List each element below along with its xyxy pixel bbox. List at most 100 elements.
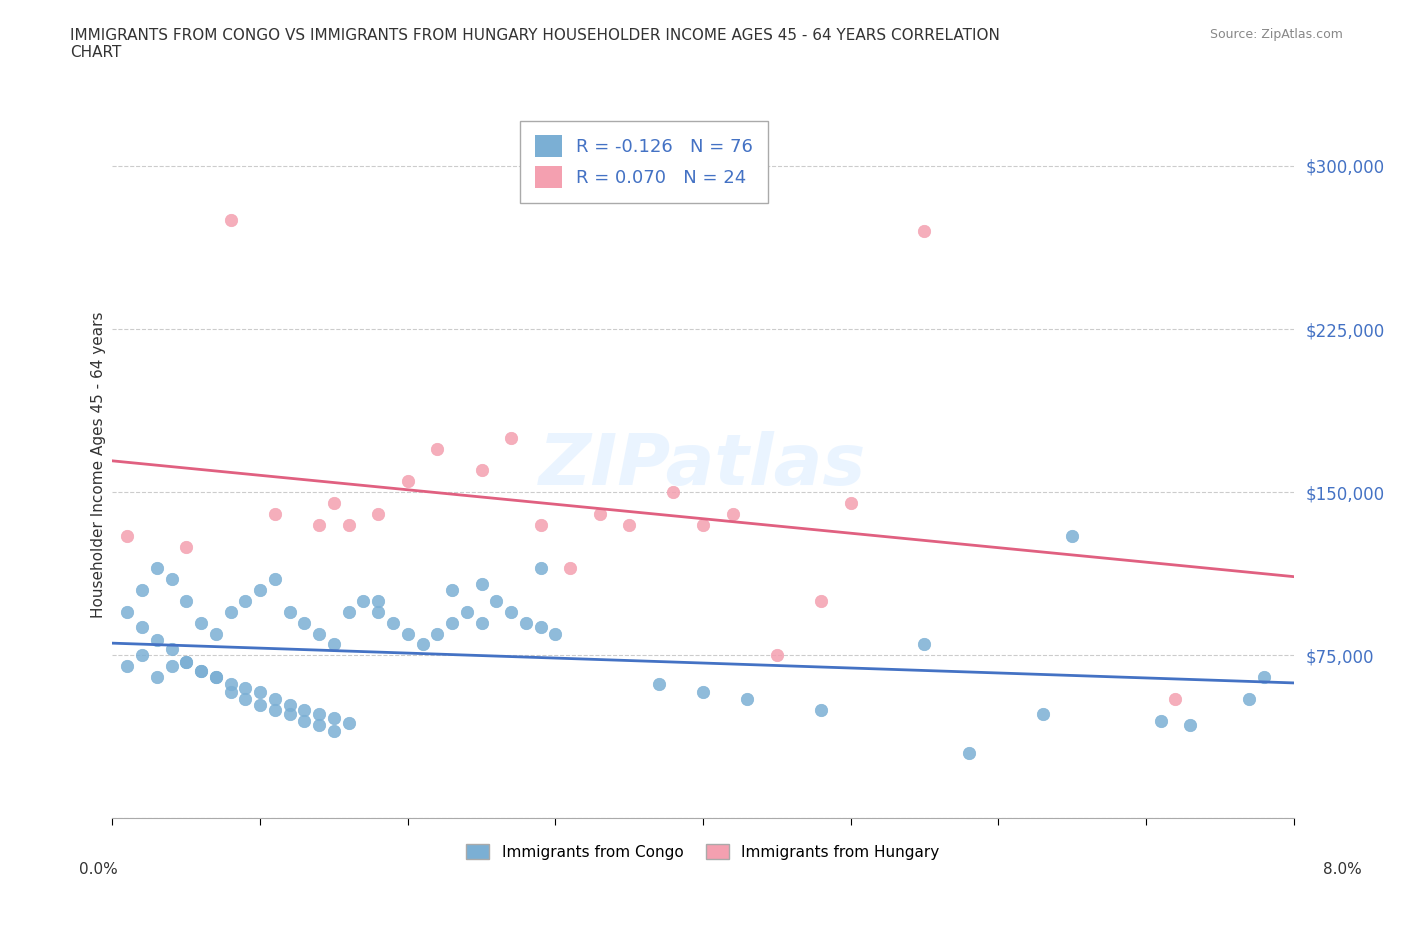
Point [1164, 691, 1187, 706]
Point [308, 517, 330, 532]
Point [337, 517, 360, 532]
Point [1032, 707, 1054, 722]
Point [560, 561, 582, 576]
Point [308, 707, 330, 722]
Point [396, 474, 419, 489]
Point [456, 604, 478, 619]
Point [471, 576, 494, 591]
Point [292, 713, 315, 728]
Point [441, 616, 464, 631]
Point [1178, 717, 1201, 732]
Point [501, 431, 523, 445]
Point [146, 670, 169, 684]
Point [219, 684, 242, 699]
Point [337, 604, 360, 619]
Point [174, 655, 197, 670]
Point [839, 496, 862, 511]
Point [367, 593, 389, 608]
Point [190, 616, 212, 631]
Point [278, 698, 301, 712]
Y-axis label: Householder Income Ages 45 - 64 years: Householder Income Ages 45 - 64 years [90, 312, 105, 618]
Point [308, 626, 330, 641]
Point [160, 658, 183, 673]
Point [233, 691, 256, 706]
Point [515, 616, 537, 631]
Point [131, 619, 153, 634]
Point [471, 616, 494, 631]
Point [233, 593, 256, 608]
Point [308, 717, 330, 732]
Text: IMMIGRANTS FROM CONGO VS IMMIGRANTS FROM HUNGARY HOUSEHOLDER INCOME AGES 45 - 64: IMMIGRANTS FROM CONGO VS IMMIGRANTS FROM… [70, 28, 1000, 60]
Point [765, 648, 787, 663]
Point [1253, 670, 1275, 684]
Point [337, 715, 360, 730]
Point [117, 658, 138, 673]
Point [588, 507, 610, 522]
Point [619, 517, 641, 532]
Point [160, 572, 183, 587]
Point [367, 604, 389, 619]
Point [264, 572, 287, 587]
Point [412, 637, 434, 652]
Text: 0.0%: 0.0% [79, 862, 118, 877]
Point [146, 561, 169, 576]
Point [131, 648, 153, 663]
Point [529, 561, 551, 576]
Point [957, 746, 980, 761]
Point [219, 213, 242, 228]
Point [367, 507, 389, 522]
Point [914, 224, 936, 239]
Point [160, 642, 183, 657]
Point [352, 593, 374, 608]
Point [323, 711, 346, 725]
Point [382, 616, 405, 631]
Point [323, 724, 346, 738]
Point [426, 626, 449, 641]
Point [485, 593, 508, 608]
Point [737, 691, 759, 706]
Point [323, 496, 346, 511]
Point [233, 681, 256, 696]
Point [249, 698, 271, 712]
Point [441, 582, 464, 597]
Point [264, 702, 287, 717]
Point [647, 676, 671, 691]
Point [529, 517, 551, 532]
Point [426, 441, 449, 456]
Point [692, 517, 714, 532]
Point [264, 691, 287, 706]
Point [190, 663, 212, 678]
Point [810, 593, 832, 608]
Point [810, 702, 832, 717]
Point [292, 616, 315, 631]
Point [721, 507, 744, 522]
Point [219, 676, 242, 691]
Point [1062, 528, 1084, 543]
Point [692, 684, 714, 699]
Point [914, 637, 936, 652]
Point [117, 604, 138, 619]
Point [1150, 713, 1173, 728]
Point [174, 655, 197, 670]
Point [544, 626, 567, 641]
Point [174, 593, 197, 608]
Point [662, 485, 685, 499]
Point [396, 626, 419, 641]
Point [292, 702, 315, 717]
Point [190, 663, 212, 678]
Point [471, 463, 494, 478]
Point [249, 684, 271, 699]
Point [278, 707, 301, 722]
Point [205, 670, 228, 684]
Point [174, 539, 197, 554]
Point [323, 637, 346, 652]
Point [264, 507, 287, 522]
Point [501, 604, 523, 619]
Point [117, 528, 138, 543]
Point [205, 626, 228, 641]
Point [146, 632, 169, 647]
Text: 8.0%: 8.0% [1323, 862, 1362, 877]
Point [205, 670, 228, 684]
Text: Source: ZipAtlas.com: Source: ZipAtlas.com [1209, 28, 1343, 41]
Point [219, 604, 242, 619]
